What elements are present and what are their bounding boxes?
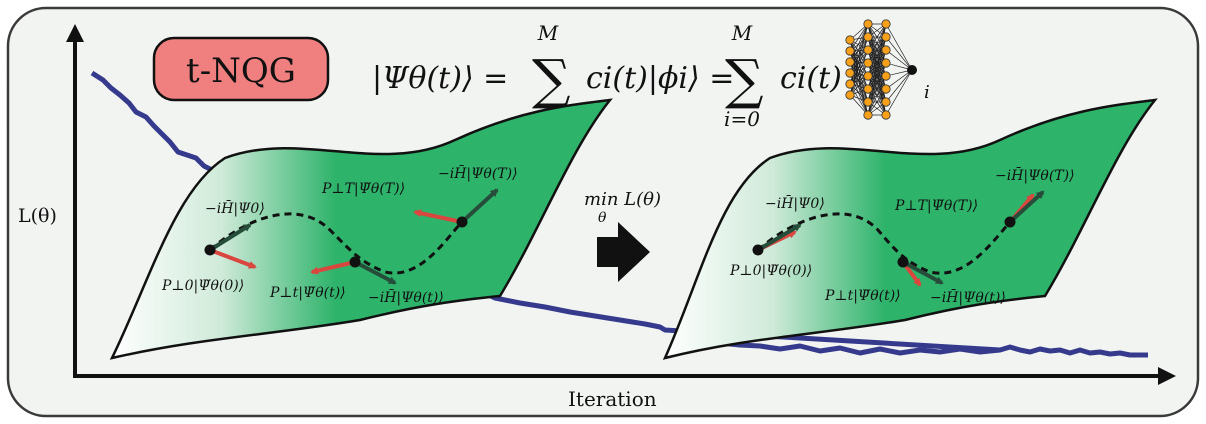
network-edge <box>867 23 887 51</box>
vector-ht-left <box>354 260 397 285</box>
network-node <box>881 71 891 81</box>
trajectory-left <box>209 212 464 275</box>
network-edge <box>885 69 913 103</box>
network-node <box>863 58 873 68</box>
network-edge <box>849 23 869 63</box>
label-ht-left: −iH̄|Ψθ(t)⟩ <box>368 288 444 306</box>
point-T-right <box>1004 216 1016 228</box>
network-edge <box>885 69 913 116</box>
network-node <box>845 90 855 100</box>
label-p0-left: P⊥0|Ψ̇θ(0)⟩ <box>161 278 244 294</box>
equation: |Ψθ(t)⟩ = ∑ M i=0 ci(t)|ϕi⟩ = ∑ M i=0 ci… <box>372 21 930 131</box>
method-badge-label: t-NQG <box>186 51 296 91</box>
network-output-node <box>907 65 917 75</box>
network-node <box>863 45 873 55</box>
network-node <box>863 19 873 29</box>
equation-term2: ci(t) <box>780 61 842 96</box>
network-node <box>881 45 891 55</box>
step-label: min L(θ) <box>584 189 661 210</box>
network-node <box>845 57 855 67</box>
network-node <box>845 68 855 78</box>
step-sub: θ <box>598 210 607 226</box>
point-0-right <box>752 244 764 256</box>
vector-hT-right <box>1008 190 1045 224</box>
label-hT-right: −iH̄|Ψθ(T)⟩ <box>995 166 1075 184</box>
point-t-left <box>349 256 361 268</box>
network-edge <box>885 23 913 71</box>
label-pt-right: P⊥t|Ψ̇θ(t)⟩ <box>824 288 901 304</box>
network-node <box>863 110 873 120</box>
network-node <box>863 32 873 42</box>
network-edge <box>867 62 887 116</box>
label-pt-left: P⊥t|Ψ̇θ(t)⟩ <box>269 285 346 301</box>
network-node <box>863 84 873 94</box>
point-T-left <box>456 216 468 228</box>
y-axis-label: L(θ) <box>18 205 57 227</box>
neural-network-icon <box>845 19 917 120</box>
network-edge <box>849 62 869 96</box>
step-arrow-icon <box>597 222 650 282</box>
label-pT-left: P⊥T|Ψ̇θ(T)⟩ <box>321 181 405 197</box>
vector-hT-left <box>460 188 499 224</box>
network-edge <box>867 23 887 64</box>
network-node <box>881 19 891 29</box>
sum-top-2: M <box>731 21 753 45</box>
network-edge <box>849 23 869 52</box>
manifold-left: −iH̄|Ψ0⟩ P⊥0|Ψ̇θ(0)⟩ P⊥T|Ψ̇θ(T)⟩ −iH̄|Ψθ… <box>109 98 613 360</box>
network-edge <box>885 49 913 71</box>
trajectory-right <box>757 212 1012 275</box>
network-node <box>845 46 855 56</box>
label-hT-left: −iH̄|Ψθ(T)⟩ <box>438 164 518 182</box>
point-t-right <box>897 256 909 268</box>
network-node <box>881 32 891 42</box>
optimization-step: min L(θ) θ <box>584 189 661 282</box>
network-node <box>881 97 891 107</box>
network-node <box>845 35 855 45</box>
network-edge <box>867 23 887 77</box>
network-edge <box>849 49 869 74</box>
vector-p0-left <box>209 248 257 269</box>
vector-h0-right <box>756 223 802 252</box>
network-edge <box>849 62 869 85</box>
network-node <box>863 97 873 107</box>
network-subscript: i <box>924 82 930 103</box>
network-edge <box>885 36 913 71</box>
vector-pt-left <box>310 260 356 275</box>
label-p0-right: P⊥0|Ψ̇θ(0)⟩ <box>729 263 812 279</box>
label-h0-right: −iH̄|Ψ0⟩ <box>765 194 825 212</box>
label-h0-left: −iH̄|Ψ0⟩ <box>205 199 265 217</box>
manifold-right-surface <box>662 98 1158 360</box>
vector-h0-left <box>208 223 252 252</box>
sum-symbol-2: ∑ <box>725 48 764 111</box>
network-edge <box>849 49 869 96</box>
network-node <box>881 58 891 68</box>
network-edge <box>867 75 887 116</box>
method-badge <box>152 36 330 102</box>
vector-ht-right <box>902 260 944 285</box>
sum-top-1: M <box>537 21 559 45</box>
loss-curve <box>90 70 1148 358</box>
vector-pT-left <box>413 209 463 224</box>
network-edge <box>885 69 913 90</box>
point-0-left <box>204 244 216 256</box>
manifold-right: −iH̄|Ψ0⟩ P⊥0|Ψ̇θ(0)⟩ P⊥T|Ψ̇θ(T)⟩ −iH̄|Ψθ… <box>662 98 1158 360</box>
label-ht-right: −iH̄|Ψθ(t)⟩ <box>930 288 1006 306</box>
label-pT-right: P⊥T|Ψ̇θ(T)⟩ <box>894 198 978 214</box>
network-node <box>881 110 891 120</box>
network-node <box>845 79 855 89</box>
network-edge <box>867 88 887 116</box>
network-node <box>881 84 891 94</box>
x-axis-label: Iteration <box>568 387 657 411</box>
equation-lhs: |Ψθ(t)⟩ = <box>372 61 508 96</box>
network-edge <box>849 39 869 64</box>
network-node <box>863 71 873 81</box>
manifold-left-surface <box>109 98 613 360</box>
sum-bottom-2: i=0 <box>724 107 760 131</box>
equation-term1: ci(t)|ϕi⟩ = <box>586 61 734 96</box>
sum-symbol-1: ∑ <box>532 48 571 111</box>
